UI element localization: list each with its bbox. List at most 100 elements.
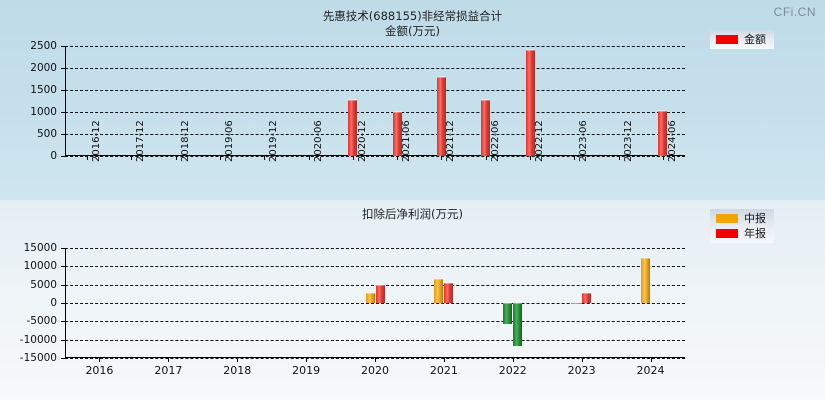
bar-highlight (375, 284, 385, 287)
y-tick-label: -15000 (19, 352, 57, 364)
legend-item-中报[interactable]: 中报 (716, 212, 766, 225)
x-tick-mark (530, 156, 531, 160)
x-tick-mark (512, 358, 514, 362)
gridline (65, 90, 685, 91)
bar-highlight (525, 49, 535, 52)
y-tick-label: 1500 (30, 84, 57, 96)
bar-highlight (444, 282, 454, 285)
legend-swatch-icon (716, 229, 738, 238)
x-tick-label: 2023-06 (578, 120, 590, 162)
gridline (65, 266, 685, 268)
y-tick-label: 5000 (30, 278, 57, 291)
x-tick-label: 2022 (498, 364, 527, 377)
x-tick-label: 2019-06 (224, 120, 235, 162)
x-tick-label: 2021-12 (445, 120, 457, 162)
bar-highlight (481, 99, 491, 102)
y-tick-mark (61, 46, 65, 47)
y-tick-mark (61, 358, 65, 359)
x-tick-mark (485, 156, 487, 160)
y-tick-label: 500 (36, 128, 57, 140)
bar-金额-2020-12 (348, 98, 358, 156)
x-tick-label: 2024-06 (666, 120, 678, 162)
bar-年报-2021 (444, 282, 454, 303)
gridline (65, 303, 685, 304)
y-tick-label: -5000 (26, 315, 57, 328)
top-chart-legend: 金额 (710, 30, 774, 49)
y-tick-mark (61, 303, 65, 304)
gridline (65, 248, 685, 249)
x-tick-mark (441, 156, 443, 160)
gridline (65, 284, 685, 286)
x-tick-label: 2024 (636, 364, 665, 377)
top-chart-x-axis (65, 155, 685, 156)
x-tick-mark (99, 358, 101, 362)
bar-highlight (348, 98, 358, 101)
y-tick-mark (61, 339, 65, 341)
x-tick-label: 2022-12 (534, 120, 545, 162)
x-tick-mark (220, 156, 221, 160)
x-tick-mark (175, 156, 177, 160)
gridline (65, 339, 685, 341)
bottom-chart-panel (0, 200, 825, 400)
x-tick-mark (581, 358, 583, 362)
top-chart-plot-area: 0 500 1000 1500 2000 2500 (30, 40, 685, 162)
y-tick-mark (61, 90, 65, 91)
bar-中报-2020 (365, 291, 375, 303)
legend-item-金额[interactable]: 金额 (716, 33, 766, 46)
y-tick-mark (61, 156, 65, 157)
y-tick-label: -10000 (19, 333, 57, 346)
x-tick-mark (650, 358, 652, 362)
gridline (65, 112, 685, 113)
x-tick-label: 2019-12 (268, 120, 280, 162)
y-tick-mark (61, 284, 65, 286)
x-tick-mark (237, 358, 239, 362)
legend-label: 中报 (744, 212, 766, 225)
y-tick-mark (61, 134, 65, 135)
y-tick-mark (61, 266, 65, 268)
bar-中报-2023 (572, 302, 582, 305)
gridline (65, 134, 685, 135)
bar-年报-2020 (375, 284, 385, 303)
gridline (65, 68, 685, 69)
y-tick-label: 15000 (23, 242, 57, 254)
bar-中报-2024 (641, 256, 651, 303)
bar-highlight (572, 302, 582, 304)
bar-金额-2022-06 (481, 99, 491, 156)
y-tick-label: 10000 (23, 260, 57, 273)
x-tick-label: 2020 (361, 364, 389, 377)
bar-中报-2021 (434, 277, 444, 303)
x-tick-label: 2020-12 (356, 120, 368, 162)
x-tick-mark (352, 156, 354, 160)
x-tick-label: 2022-06 (489, 120, 501, 162)
bar-highlight (582, 291, 592, 294)
x-tick-label: 2018-12 (179, 120, 191, 162)
x-tick-mark (87, 156, 89, 160)
y-tick-label: 1000 (30, 106, 57, 118)
bar-金额-2021-06 (392, 111, 402, 156)
x-tick-label: 2020-06 (312, 120, 324, 162)
x-tick-mark (375, 358, 376, 362)
y-tick-label: 2000 (30, 62, 57, 74)
bar-highlight (503, 302, 513, 304)
y-tick-mark (61, 248, 65, 249)
y-tick-label: 0 (50, 150, 57, 162)
x-tick-mark (443, 358, 445, 362)
bottom-chart-legend: 中报年报 (710, 209, 774, 243)
bar-highlight (392, 111, 402, 113)
top-chart-title-line1: 先惠技术(688155)非经常损益合计 (322, 9, 503, 23)
y-tick-mark (61, 68, 65, 69)
x-tick-mark (168, 358, 170, 362)
x-tick-label: 2023 (567, 364, 596, 377)
y-tick-mark (61, 112, 65, 113)
x-tick-label: 2017-12 (135, 120, 147, 162)
x-tick-mark (618, 156, 620, 160)
bar-金额-2024-06 (658, 110, 668, 156)
legend-swatch-icon (716, 214, 738, 223)
legend-item-年报[interactable]: 年报 (716, 227, 766, 240)
bar-highlight (658, 110, 668, 113)
bar-highlight (365, 291, 375, 294)
bottom-chart-plot-area: 15000 10000 5000 0 -5000 -10000 -15000 (20, 242, 685, 364)
bottom-chart-title: 扣除后净利润(万元) (362, 207, 463, 221)
bar-金额-2022-12 (525, 49, 535, 156)
